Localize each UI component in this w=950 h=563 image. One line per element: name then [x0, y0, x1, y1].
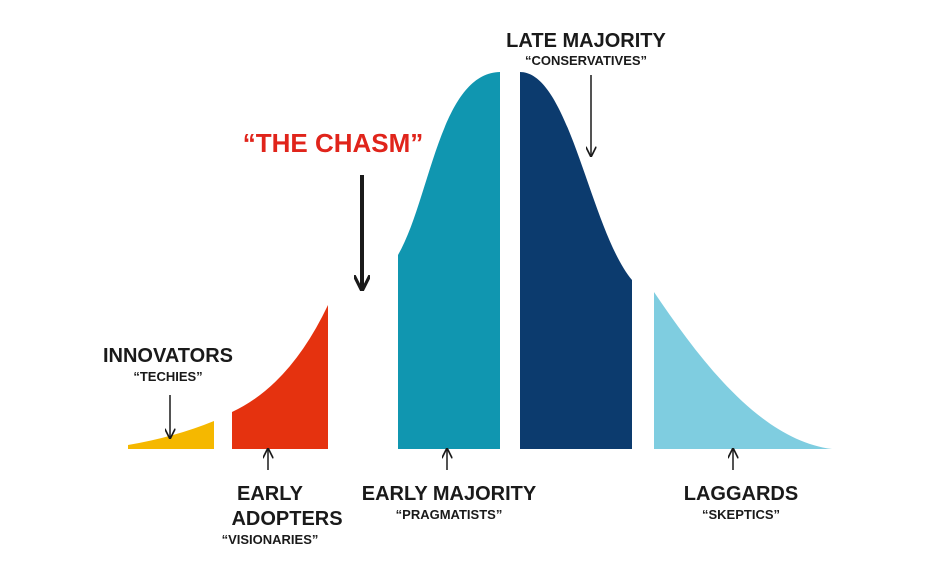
segment-label: LAGGARDS: [684, 483, 798, 505]
laggards-area: [654, 292, 832, 449]
segment-sublabel: “PRAGMATISTS”: [396, 507, 503, 522]
segment-label: EARLY: [237, 483, 304, 505]
segment-label: EARLY MAJORITY: [362, 483, 537, 505]
segment-sublabel: “SKEPTICS”: [702, 507, 780, 522]
innovators-area: [128, 421, 214, 449]
segment-sublabel: “CONSERVATIVES”: [525, 53, 647, 68]
early-adopters-area: [232, 305, 328, 449]
segment-label: LATE MAJORITY: [506, 30, 666, 52]
segment-sublabel: “VISIONARIES”: [222, 532, 319, 547]
late-majority-area: [520, 72, 632, 449]
segment-label: ADOPTERS: [231, 508, 342, 530]
segment-label: INNOVATORS: [103, 345, 233, 367]
segment-sublabel: “TECHIES”: [133, 369, 202, 384]
title: “THE CHASM”: [243, 128, 424, 158]
early-majority-area: [398, 72, 500, 449]
